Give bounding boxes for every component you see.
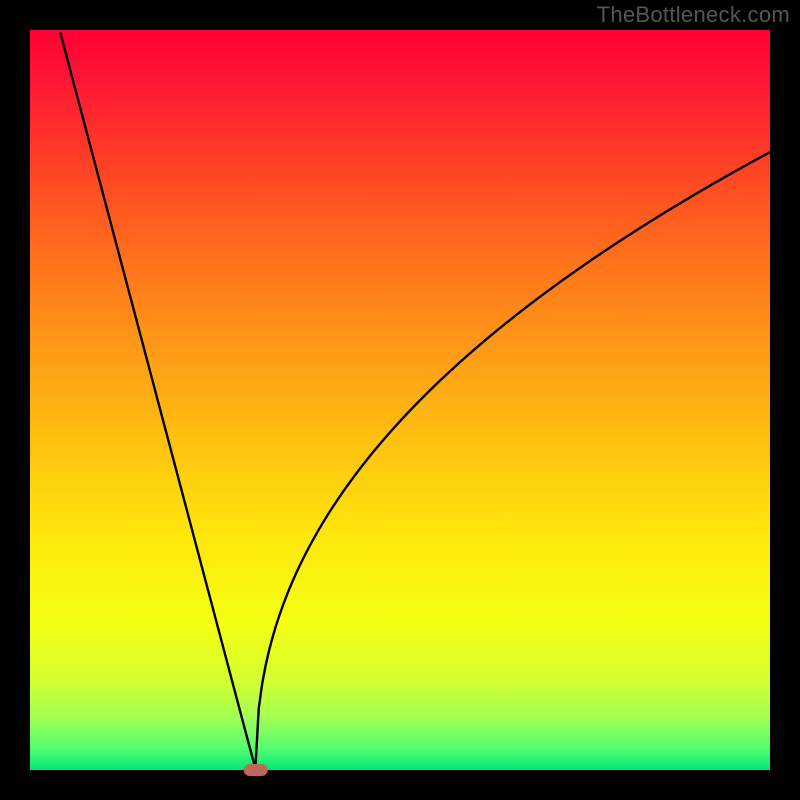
chart-plot-background [30, 30, 770, 770]
chart-container: TheBottleneck.com [0, 0, 800, 800]
bottleneck-chart [0, 0, 800, 800]
minimum-marker [244, 764, 268, 776]
watermark-text: TheBottleneck.com [597, 2, 790, 28]
